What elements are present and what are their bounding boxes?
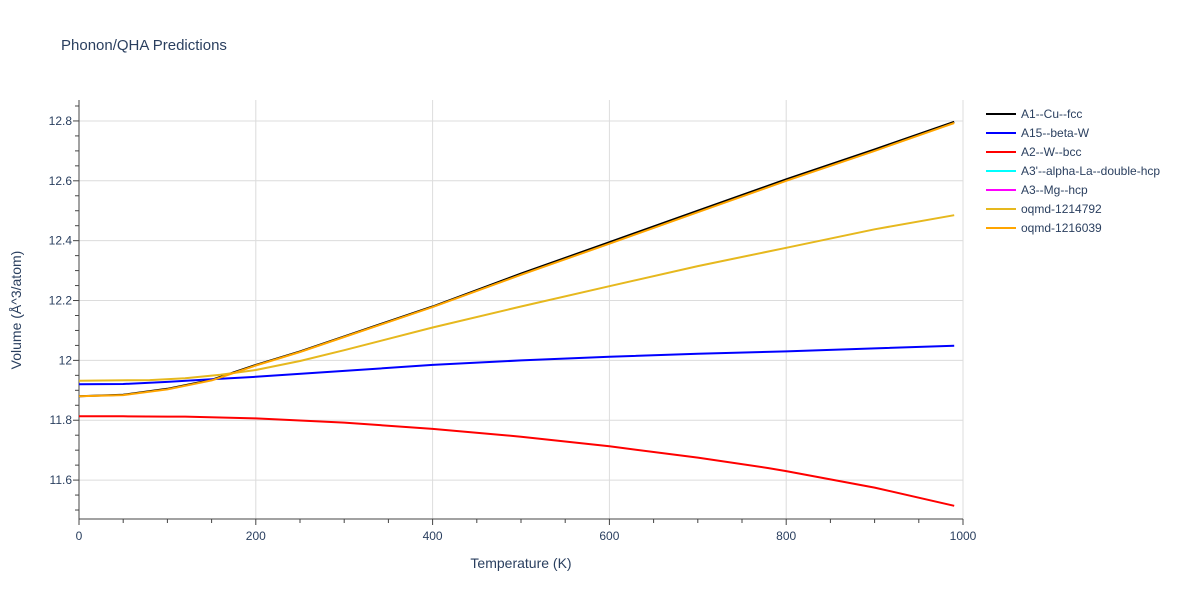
chart-title: Phonon/QHA Predictions (61, 37, 227, 54)
legend-label: A2--W--bcc (1021, 145, 1081, 159)
y-tick-label: 11.8 (50, 413, 73, 427)
legend-label: A1--Cu--fcc (1021, 107, 1082, 121)
legend-item[interactable]: A1--Cu--fcc (986, 107, 1082, 121)
x-tick-label: 1000 (950, 529, 977, 543)
tick-labels: 0 200 400 600 800 1000 11.6 11.8 12 12.2 12.4 12.6 1… (49, 114, 977, 543)
y-tick-label: 11.6 (50, 473, 73, 487)
legend-label: A15--beta-W (1021, 126, 1090, 140)
legend-item[interactable]: A3'--alpha-La--double-hcp (986, 164, 1160, 178)
y-tick-label: 12 (59, 353, 73, 367)
y-axis-title: Volume (Å^3/atom) (8, 251, 24, 370)
legend-item[interactable]: A15--beta-W (986, 126, 1090, 140)
series-line-oqmd-1216039 (78, 122, 955, 398)
y-tick-label: 12.6 (49, 174, 73, 188)
legend-label: oqmd-1214792 (1021, 202, 1102, 216)
series-line-oqmd-1214792 (78, 214, 955, 382)
x-tick-label: 800 (776, 529, 796, 543)
legend-item[interactable]: oqmd-1214792 (986, 202, 1102, 216)
series-line-a2-w-bcc (79, 415, 955, 507)
legend-label: oqmd-1216039 (1021, 221, 1102, 235)
y-tick-label: 12.2 (49, 294, 73, 308)
grid-lines (79, 100, 964, 519)
legend[interactable]: A1--Cu--fcc A15--beta-W A2--W--bcc A3'--alp… (986, 107, 1160, 235)
y-tick-label: 12.4 (49, 234, 73, 248)
y-tick-label: 12.8 (49, 114, 73, 128)
legend-label: A3--Mg--hcp (1021, 183, 1088, 197)
series-line-a15-beta-w (78, 344, 955, 386)
x-tick-label: 600 (599, 529, 619, 543)
x-tick-label: 0 (76, 529, 83, 543)
legend-item[interactable]: oqmd-1216039 (986, 221, 1102, 235)
x-tick-label: 200 (246, 529, 266, 543)
legend-item[interactable]: A3--Mg--hcp (986, 183, 1088, 197)
x-axis-title: Temperature (K) (470, 555, 571, 571)
plot-series (78, 120, 955, 507)
x-tick-label: 400 (423, 529, 443, 543)
legend-label: A3'--alpha-La--double-hcp (1021, 164, 1160, 178)
axes (73, 100, 964, 525)
legend-item[interactable]: A2--W--bcc (986, 145, 1081, 159)
series-line-a1-cu-fcc (78, 120, 955, 398)
